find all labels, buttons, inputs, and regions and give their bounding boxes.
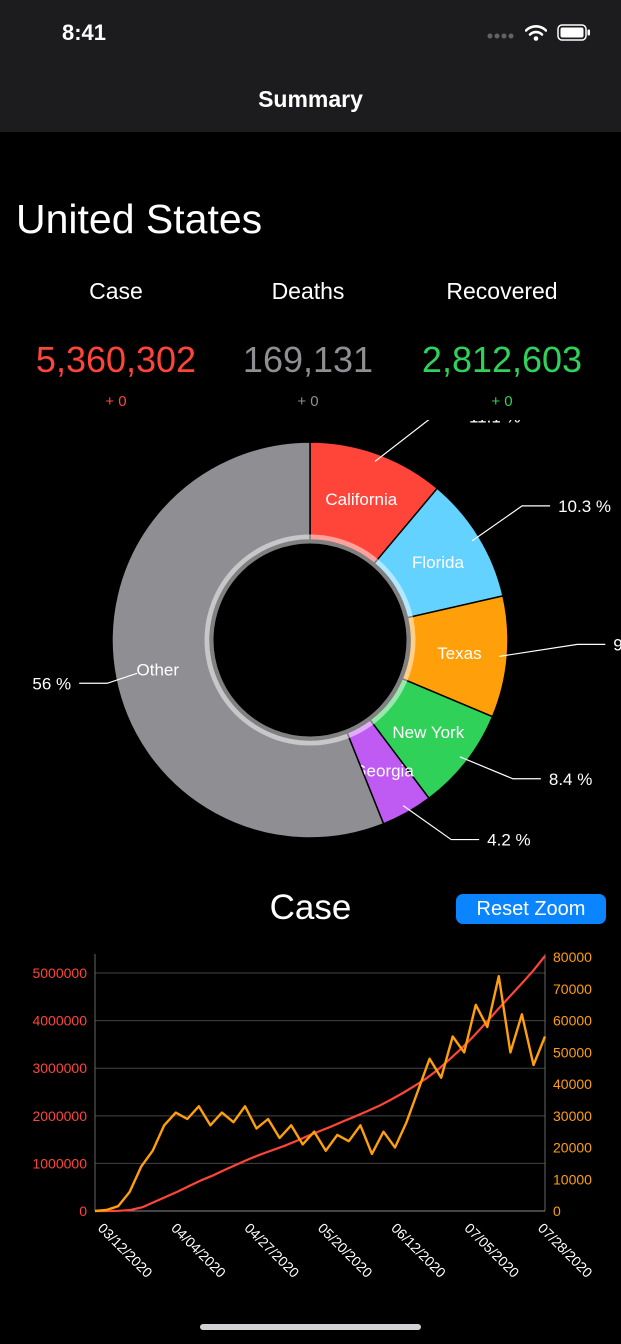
callout-line-texas <box>499 643 606 658</box>
page-title: Summary <box>258 86 363 112</box>
status-time: 8:41 <box>62 20 107 45</box>
y-right-tick-20000: 20000 <box>553 1140 592 1156</box>
slice-percent-florida: 10.3 % <box>558 497 611 516</box>
y-left-tick-1000000: 1000000 <box>32 1155 87 1171</box>
x-tick-03/12/2020: 03/12/2020 <box>95 1220 156 1281</box>
recovered-stat: Recovered 2,812,603 + 0 <box>402 278 602 410</box>
battery-icon <box>557 24 591 46</box>
recovered-delta: + 0 <box>491 393 513 410</box>
x-tick-07/28/2020: 07/28/2020 <box>535 1220 596 1281</box>
callout-line-other <box>79 672 138 684</box>
x-tick-07/05/2020: 07/05/2020 <box>462 1220 523 1281</box>
case-stat: Case 5,360,302 + 0 <box>16 278 216 410</box>
donut-inner-ring <box>204 534 416 746</box>
callout-line-florida <box>471 505 551 542</box>
case-line-chart[interactable]: 0 1000000 2000000 3000000 4000000 5000000 0 100… <box>0 940 621 1310</box>
slice-label-new-york: New York <box>392 723 464 742</box>
y-right-tick-50000: 50000 <box>553 1044 592 1060</box>
y-right-tick-40000: 40000 <box>553 1076 592 1092</box>
home-indicator[interactable] <box>200 1324 421 1330</box>
y-left-tick-2000000: 2000000 <box>32 1108 87 1124</box>
callout-line-georgia <box>402 805 480 841</box>
slice-percent-new-york: 8.4 % <box>549 770 592 789</box>
y-right-tick-30000: 30000 <box>553 1108 592 1124</box>
y-left-tick-0: 0 <box>79 1203 87 1219</box>
country-name: United States <box>16 196 263 242</box>
x-tick-06/12/2020: 06/12/2020 <box>388 1220 449 1281</box>
y-right-tick-10000: 10000 <box>553 1171 592 1187</box>
slice-label-texas: Texas <box>437 644 481 663</box>
reset-zoom-button[interactable]: Reset Zoom <box>456 894 606 924</box>
x-tick-05/20/2020: 05/20/2020 <box>315 1220 376 1281</box>
recovered-label: Recovered <box>446 278 558 304</box>
y-right-tick-60000: 60000 <box>553 1013 592 1029</box>
slice-percent-georgia: 4.2 % <box>487 831 530 850</box>
donut-hole <box>214 544 406 736</box>
deaths-delta: + 0 <box>297 393 319 410</box>
slice-percent-texas: 9.9 % <box>613 635 621 654</box>
y-right-tick-80000: 80000 <box>553 949 592 965</box>
signal-dots-icon <box>487 26 515 44</box>
daily-cases-line <box>94 975 547 1213</box>
case-label: Case <box>89 278 143 304</box>
state-share-donut-chart[interactable]: California 11.1 % Florida 10.3 % Texas 9.9 % N… <box>0 420 621 860</box>
y-left-tick-4000000: 4000000 <box>32 1013 87 1029</box>
status-icons <box>487 24 591 46</box>
navigation-bar: Summary <box>0 70 621 132</box>
status-bar: 8:41 <box>0 0 621 70</box>
y-left-tick-5000000: 5000000 <box>32 965 87 981</box>
callout-line-new-york <box>459 756 541 780</box>
line-chart-title: Case <box>269 888 352 927</box>
y-right-tick-70000: 70000 <box>553 981 592 997</box>
case-value: 5,360,302 <box>35 339 197 380</box>
slice-label-georgia: Georgia <box>353 762 414 781</box>
slice-label-florida: Florida <box>412 553 465 572</box>
x-tick-04/04/2020: 04/04/2020 <box>168 1220 229 1281</box>
slice-percent-california: 11.1 % <box>469 420 521 426</box>
slice-percent-other: 56 % <box>32 674 71 693</box>
x-tick-04/27/2020: 04/27/2020 <box>242 1220 303 1281</box>
deaths-value: 169,131 <box>242 339 374 380</box>
recovered-value: 2,812,603 <box>421 339 583 380</box>
deaths-stat: Deaths 169,131 + 0 <box>208 278 408 410</box>
case-delta: + 0 <box>105 393 127 410</box>
cumulative-cases-line <box>95 955 546 1213</box>
slice-label-other: Other <box>137 660 180 679</box>
y-left-tick-3000000: 3000000 <box>32 1060 87 1076</box>
slice-label-california: California <box>325 490 397 509</box>
wifi-icon <box>524 24 548 46</box>
callout-line-california <box>374 420 430 462</box>
y-right-tick-0: 0 <box>553 1203 561 1219</box>
deaths-label: Deaths <box>271 278 345 304</box>
